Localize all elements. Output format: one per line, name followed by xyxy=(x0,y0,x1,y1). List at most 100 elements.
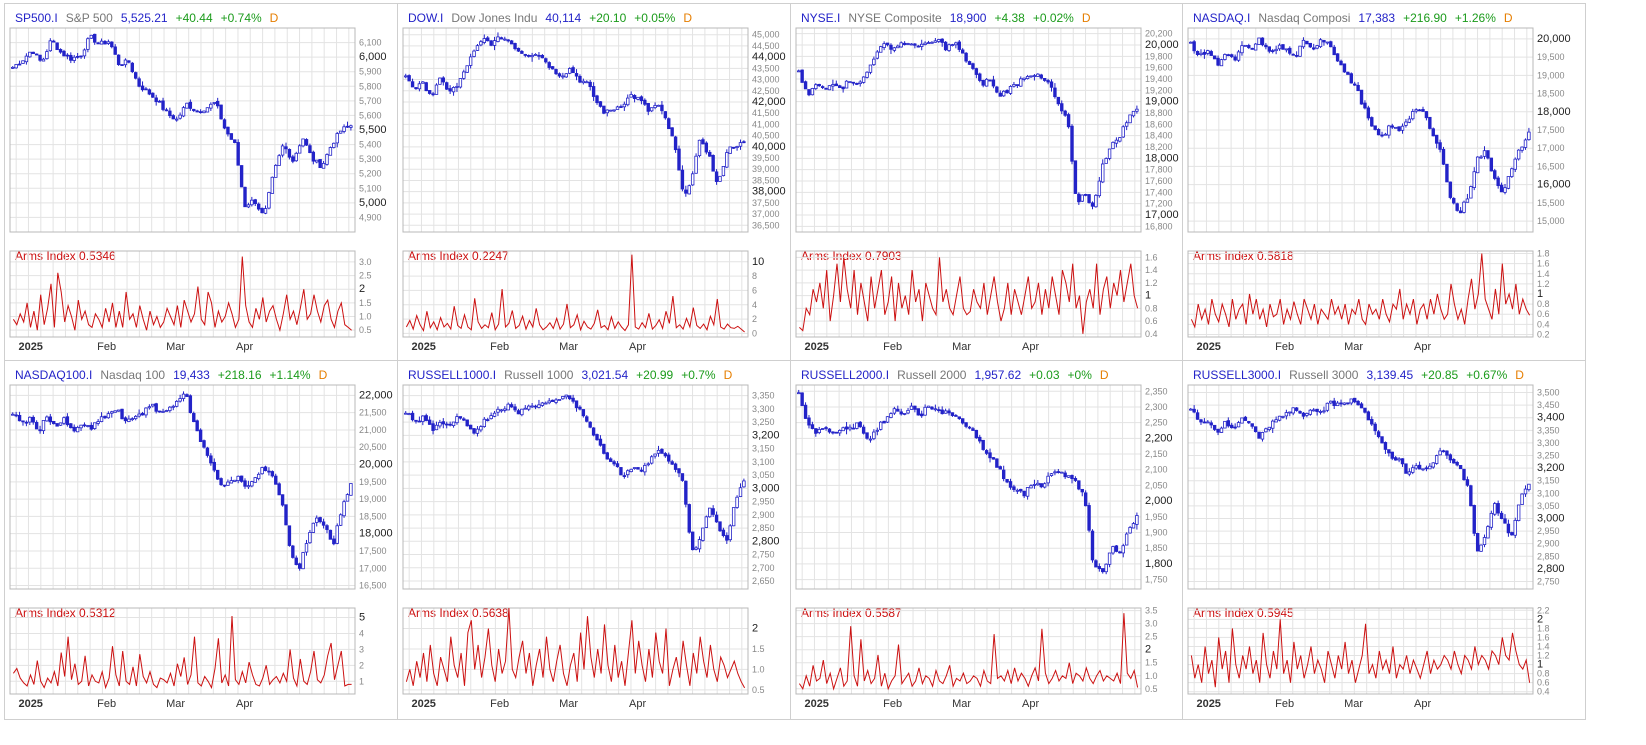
candle-body xyxy=(943,410,948,414)
candle-body xyxy=(140,85,145,91)
chart-panel-dow-i[interactable]: DOW.I Dow Jones Indu 40,114 +20.10 +0.05% D Ar… xyxy=(397,3,801,363)
price-and-arms-chart[interactable]: 6,100 6,000 5,900 5,800 5,700 5,600 5,500 5,400… xyxy=(5,4,409,364)
symbol-link[interactable]: RUSSELL3000.I xyxy=(1193,368,1282,382)
candle-body xyxy=(865,71,869,78)
frequency-label[interactable]: D xyxy=(1503,11,1513,25)
candle-body xyxy=(414,419,418,422)
symbol-link[interactable]: DOW.I xyxy=(408,11,444,25)
candle-body xyxy=(1462,468,1466,481)
candle-body xyxy=(291,156,295,162)
price-tick-label: 2,000 xyxy=(1145,495,1173,507)
chart-panel-russell3000-i[interactable]: RUSSELL3000.I Russell 3000 3,139.45 +20.85 +… xyxy=(1182,360,1586,720)
candle-body xyxy=(964,52,968,62)
candle-body xyxy=(503,38,507,41)
frequency-label[interactable]: D xyxy=(683,11,692,25)
frequency-label[interactable]: D xyxy=(1081,11,1091,25)
price-and-arms-chart[interactable]: 2,350 2,300 2,250 2,200 2,150 2,100 2,050 2,000… xyxy=(791,361,1195,721)
frequency-label[interactable]: D xyxy=(723,368,733,382)
candle-body xyxy=(116,409,121,412)
frequency-label[interactable]: D xyxy=(1515,368,1524,382)
candle-body xyxy=(619,106,623,108)
candle-body xyxy=(427,419,432,425)
candle-body xyxy=(1305,413,1309,416)
price-and-arms-chart[interactable]: 3,350 3,300 3,250 3,200 3,150 3,100 3,050 3,000… xyxy=(398,361,802,721)
candle-body xyxy=(889,413,893,418)
candle-body xyxy=(1407,118,1412,123)
candle-body xyxy=(1438,142,1442,150)
price-plot-frame xyxy=(1187,384,1534,590)
candle-body xyxy=(868,64,873,73)
candle-body xyxy=(1421,468,1425,471)
candle-body xyxy=(971,428,975,431)
candle-body xyxy=(479,426,483,431)
candle-body xyxy=(728,525,732,541)
candle-body xyxy=(1373,423,1377,432)
month-label: 2025 xyxy=(411,698,435,710)
symbol-link[interactable]: NYSE.I xyxy=(801,11,841,25)
candle-body xyxy=(1352,397,1357,403)
candle-body xyxy=(1482,150,1487,157)
month-label: 2025 xyxy=(18,341,42,353)
month-label: Feb xyxy=(97,698,116,710)
candle-body xyxy=(486,419,490,421)
candle-body xyxy=(103,415,107,419)
candle-body xyxy=(1274,48,1278,52)
frequency-label[interactable]: D xyxy=(318,368,328,382)
frequency-label[interactable]: D xyxy=(269,11,279,25)
price-and-arms-chart[interactable]: 22,000 21,500 21,000 20,500 20,000 19,500 19,0… xyxy=(5,361,409,721)
candle-body xyxy=(1308,409,1312,415)
arms-tick-label: 5 xyxy=(359,612,365,624)
chart-panel-russell1000-i[interactable]: RUSSELL1000.I Russell 1000 3,021.54 +20.99 +… xyxy=(397,360,801,720)
candle-body xyxy=(851,81,856,84)
candle-body xyxy=(62,50,66,57)
price-and-arms-chart[interactable]: 20,000 19,500 19,000 18,500 18,000 17,500 17,0… xyxy=(1183,4,1587,364)
candle-body xyxy=(1101,568,1105,573)
candle-body xyxy=(1363,407,1367,413)
candle-body xyxy=(315,517,319,523)
price-tick-label: 43,500 xyxy=(752,63,780,73)
candle-body xyxy=(612,109,616,112)
candle-body xyxy=(130,418,134,421)
chart-panel-nasdaq-i[interactable]: NASDAQ.I Nasdaq Composi 17,383 +216.90 +1.26… xyxy=(1182,3,1586,363)
price-tick-label: 2,300 xyxy=(1145,402,1168,412)
chart-panel-sp500-i[interactable]: SP500.I S&P 500 5,525.21 +40.44 +0.74% D Arms … xyxy=(4,3,408,363)
candle-body xyxy=(113,46,117,55)
price-tick-label: 17,800 xyxy=(1145,165,1173,175)
candle-body xyxy=(827,85,832,91)
candle-body xyxy=(649,107,654,112)
symbol-link[interactable]: NASDAQ100.I xyxy=(15,368,93,382)
symbol-link[interactable]: RUSSELL2000.I xyxy=(801,368,890,382)
price-tick-label: 2,150 xyxy=(1145,449,1168,459)
candle-body xyxy=(1012,84,1016,87)
candle-body xyxy=(561,75,565,78)
month-label: Feb xyxy=(883,341,902,353)
chart-panel-russell2000-i[interactable]: RUSSELL2000.I Russell 2000 1,957.62 +0.03 +0… xyxy=(790,360,1194,720)
candle-body xyxy=(212,101,216,104)
candle-body xyxy=(1527,131,1531,141)
chart-panel-nyse-i[interactable]: NYSE.I NYSE Composite 18,900 +4.38 +0.02% D Ar… xyxy=(790,3,1194,363)
candle-body xyxy=(1339,60,1343,66)
candle-body xyxy=(834,83,839,87)
frequency-label[interactable]: D xyxy=(1099,368,1109,382)
candle-body xyxy=(79,55,83,58)
chart-header: RUSSELL2000.I Russell 2000 1,957.62 +0.03 +0… xyxy=(801,366,1117,384)
symbol-link[interactable]: NASDAQ.I xyxy=(1193,11,1251,25)
candle-body xyxy=(547,400,551,404)
symbol-link[interactable]: SP500.I xyxy=(15,11,58,25)
candle-body xyxy=(984,78,989,87)
symbol-link[interactable]: RUSSELL1000.I xyxy=(408,368,497,382)
candle-body xyxy=(86,425,90,427)
candle-body xyxy=(1503,187,1507,193)
candle-body xyxy=(1445,163,1449,183)
month-label: Mar xyxy=(1344,341,1363,353)
candle-body xyxy=(253,477,257,483)
candle-body xyxy=(714,171,719,182)
candle-body xyxy=(321,162,326,169)
candle-body xyxy=(1482,537,1487,546)
chart-panel-nasdaq100-i[interactable]: NASDAQ100.I Nasdaq 100 19,433 +218.16 +1.14%… xyxy=(4,360,408,720)
candle-body xyxy=(1318,39,1323,48)
candle-body xyxy=(885,416,890,423)
